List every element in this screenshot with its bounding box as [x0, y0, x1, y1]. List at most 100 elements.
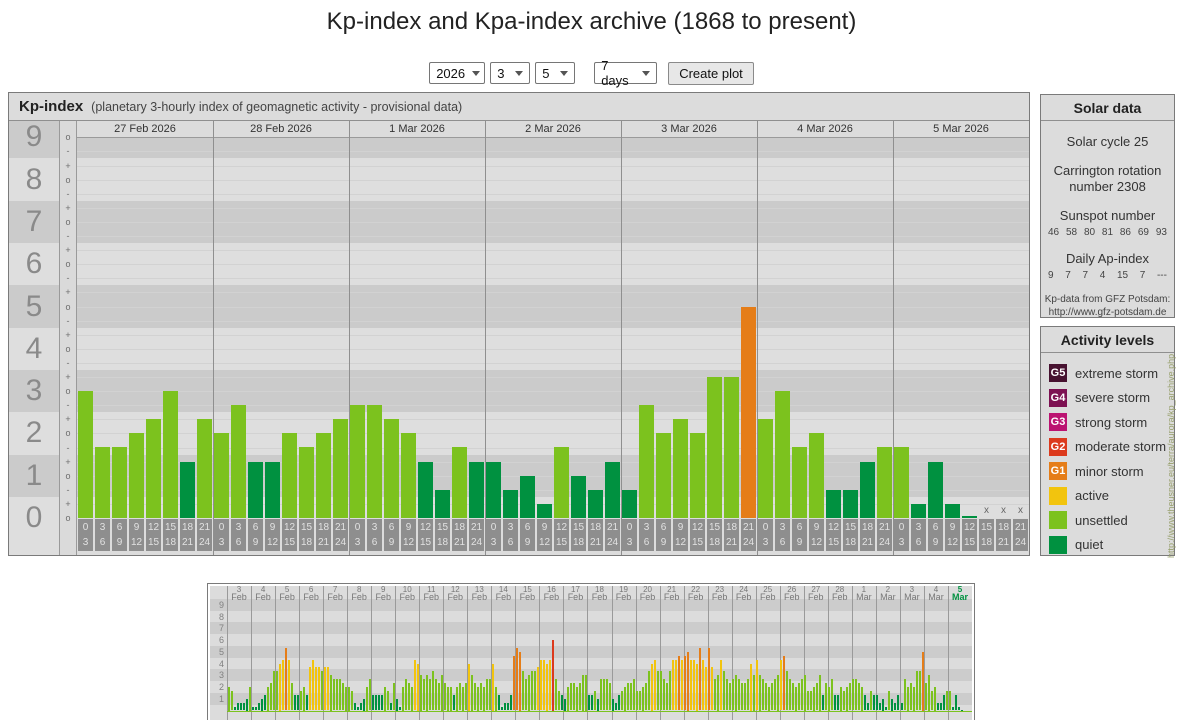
- kp-bar: [316, 433, 331, 518]
- mini-kp-bar: [239, 702, 242, 711]
- range-select[interactable]: 7 days: [594, 58, 658, 88]
- kp-bar: [843, 489, 858, 518]
- y-axis-tick: -: [66, 484, 70, 495]
- kp-bar: [673, 419, 688, 518]
- mini-kp-bar: [284, 647, 287, 711]
- mini-kp-bar: [323, 667, 326, 711]
- mini-kp-bar: [789, 679, 792, 711]
- legend-row: G4 severe storm: [1049, 386, 1174, 411]
- sunspot-number-label: Sunspot number: [1059, 208, 1156, 223]
- mini-kp-bar: [371, 694, 374, 711]
- kp-band-9: [9, 121, 59, 159]
- hour-label-box: 9 12: [537, 519, 552, 551]
- mini-kp-bar: [497, 694, 500, 711]
- mini-kp-bar: [488, 679, 491, 711]
- mini-kp-bar: [446, 687, 449, 711]
- legend-swatch-icon: G1: [1049, 462, 1067, 481]
- mini-date-month: Feb: [639, 592, 656, 602]
- gridline: [77, 264, 1029, 266]
- gridline: [77, 489, 1029, 491]
- mini-kp-bar: [281, 659, 284, 711]
- mini-kp-bar: [558, 690, 561, 711]
- mini-date-day: 22: [691, 586, 701, 594]
- kp-bar: [554, 447, 569, 518]
- mini-kp-bar: [840, 687, 843, 711]
- mini-kp-bar: [753, 675, 756, 711]
- mini-kp-bar: [380, 694, 383, 711]
- mini-kp-bar: [609, 683, 612, 711]
- date-label: 28 Feb 2026: [250, 123, 312, 135]
- kp-bar: [537, 504, 552, 518]
- y-axis-tick: -: [66, 273, 70, 284]
- hour-label-box: 15 18: [435, 519, 450, 551]
- gridline: [77, 151, 1029, 153]
- mini-kp-bar: [561, 694, 564, 711]
- date-label: 27 Feb 2026: [114, 123, 176, 135]
- mini-kp-bar: [434, 679, 437, 711]
- mini-kp-bar: [624, 687, 627, 711]
- gridline: [77, 405, 1029, 407]
- gridline: [77, 461, 1029, 463]
- kp-bar: [299, 447, 314, 518]
- legend-swatch-icon: G2: [1049, 437, 1067, 456]
- mini-kp-bar: [804, 675, 807, 711]
- mini-date-month: Feb: [543, 592, 560, 602]
- hour-label-box: 18 21: [588, 519, 603, 551]
- mini-kp-bar: [440, 675, 443, 711]
- mini-kp-bar: [615, 702, 618, 711]
- mini-kp-bar: [744, 683, 747, 711]
- mini-date-month: Feb: [759, 592, 776, 602]
- mini-kp-bar: [422, 679, 425, 711]
- mini-day-separator: [299, 586, 301, 720]
- no-data-marker: x: [1001, 505, 1006, 516]
- kp-bar: [129, 433, 144, 518]
- date-label: 1 Mar 2026: [389, 123, 445, 135]
- mini-y-label-2: 2: [218, 682, 224, 692]
- mini-y-label-1: 1: [218, 693, 224, 704]
- mini-kp-bar: [392, 683, 395, 711]
- mini-kp-bar: [741, 683, 744, 711]
- mini-date-day: 26: [787, 586, 797, 594]
- legend-row: G5 extreme storm: [1049, 361, 1174, 386]
- kp-bar: [384, 419, 399, 518]
- mini-day-separator: [803, 586, 805, 720]
- mini-kp-bar: [407, 683, 410, 711]
- legend-label: quiet: [1075, 537, 1104, 553]
- mini-kp-bar: [765, 683, 768, 711]
- mini-date-month: Feb: [663, 592, 680, 602]
- sunspot-value: 81: [1101, 227, 1114, 238]
- mini-kp-bar: [708, 647, 711, 711]
- chevron-down-icon: [642, 70, 651, 76]
- mini-kp-bar: [350, 690, 353, 711]
- mini-kp-bar: [227, 687, 230, 711]
- mini-kp-bar: [500, 706, 503, 711]
- create-plot-button[interactable]: Create plot: [668, 61, 754, 85]
- gridline: [77, 433, 1029, 435]
- kp-bar: [911, 504, 926, 518]
- mini-kp-bar: [678, 655, 681, 711]
- mini-date-day: 7: [332, 586, 338, 594]
- hour-label-box: 9 12: [809, 519, 824, 551]
- year-select[interactable]: 2026: [429, 62, 486, 84]
- mini-kp-bar: [299, 690, 302, 711]
- kp-band-3: [9, 369, 59, 413]
- mini-day-separator: [779, 586, 781, 720]
- mini-kp-bar: [660, 671, 663, 711]
- mini-kp-band-1: [210, 692, 972, 705]
- y-axis-label-5: 5: [25, 289, 43, 323]
- mini-kp-bar: [783, 655, 786, 711]
- mini-day-separator: [395, 586, 397, 720]
- month-select[interactable]: 3: [490, 62, 531, 84]
- day-select[interactable]: 5: [535, 62, 576, 84]
- mini-day-separator: [587, 586, 589, 720]
- y-axis-tick: +: [65, 498, 71, 509]
- gridline: [77, 475, 1029, 477]
- mini-kp-bar: [389, 702, 392, 711]
- mini-kp-bar: [726, 679, 729, 711]
- sunspot-value: 58: [1065, 227, 1078, 238]
- kp-bar: [622, 489, 637, 518]
